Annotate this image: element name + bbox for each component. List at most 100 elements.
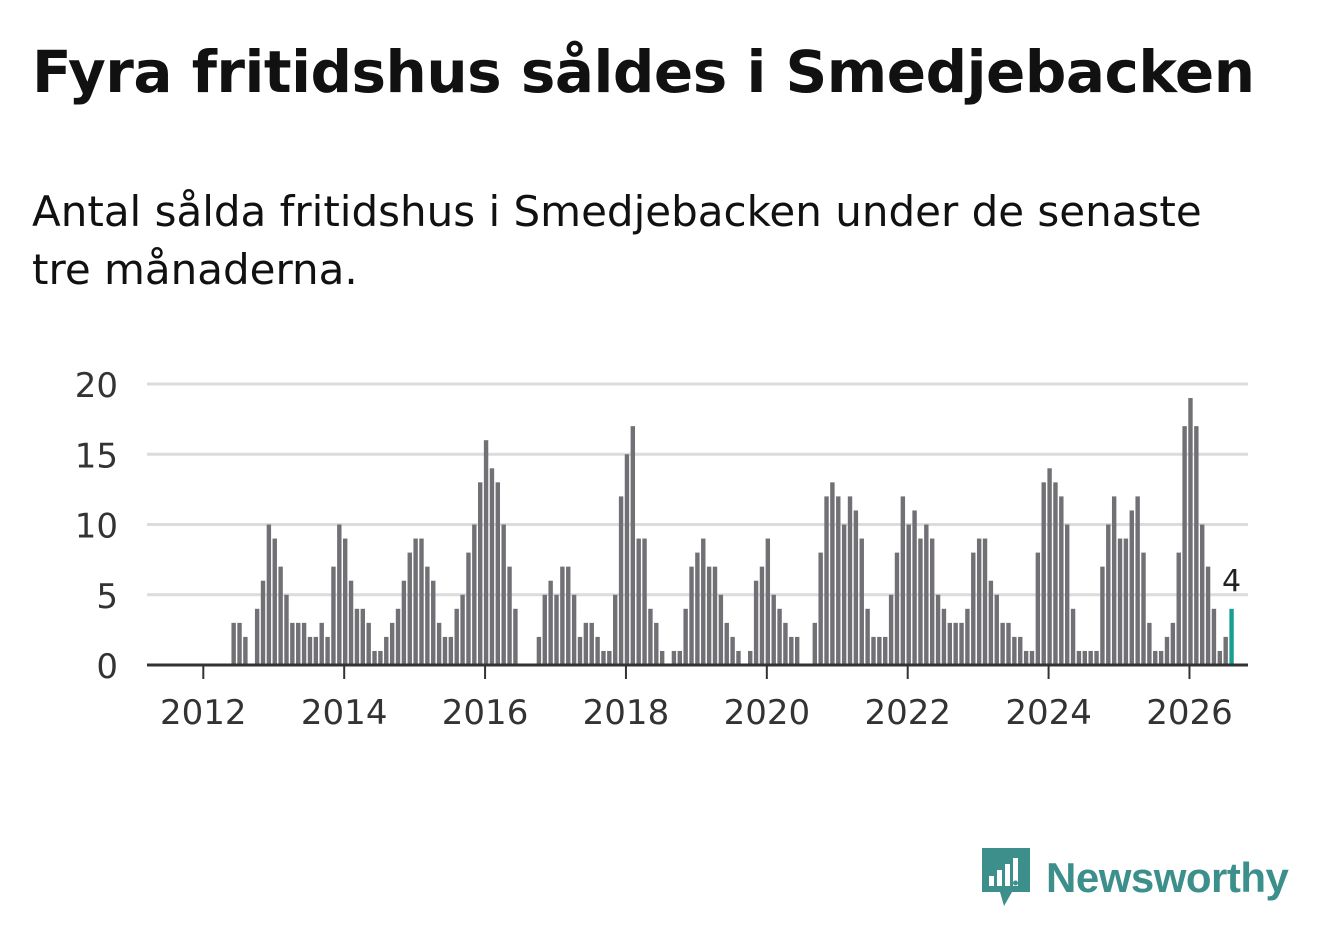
bar — [1176, 552, 1181, 665]
bar — [865, 608, 870, 665]
bar — [431, 580, 436, 665]
bar — [454, 608, 459, 665]
bar — [613, 594, 618, 665]
bar — [671, 650, 677, 665]
bar — [401, 580, 407, 665]
bar — [536, 636, 542, 665]
bar — [1147, 622, 1152, 665]
bar — [1047, 468, 1052, 665]
bar — [888, 594, 894, 665]
bar — [554, 594, 559, 665]
bar — [1141, 552, 1146, 665]
bar — [501, 524, 506, 665]
bar-chart: 0 5 10 15 20 2012 2014 2016 2018 2020 2022 2024 202… — [75, 366, 1248, 733]
brand-name: Newsworthy — [1046, 854, 1289, 901]
bar — [583, 622, 589, 665]
bar — [448, 636, 454, 665]
bar — [877, 636, 882, 665]
bar — [254, 608, 260, 665]
bar — [560, 566, 565, 665]
bar — [959, 622, 964, 665]
bar — [419, 538, 424, 665]
bar — [1035, 552, 1041, 665]
bar — [859, 538, 864, 665]
bar — [1023, 650, 1029, 665]
bar — [413, 538, 418, 665]
bar — [389, 622, 395, 665]
bar — [384, 636, 389, 665]
bar — [1135, 496, 1140, 665]
bar — [1070, 608, 1076, 665]
bar — [601, 650, 606, 665]
bar — [1082, 650, 1088, 665]
bar — [436, 622, 442, 665]
bar — [929, 538, 935, 665]
bar — [683, 608, 688, 665]
x-tick-label: 2018 — [583, 693, 670, 733]
y-tick-label: 20 — [75, 366, 118, 406]
bar — [571, 594, 577, 665]
bar — [395, 608, 401, 665]
bar — [1018, 636, 1023, 665]
bar — [941, 608, 947, 665]
bar — [1100, 566, 1105, 665]
bar — [296, 622, 301, 665]
bar — [1153, 650, 1158, 665]
x-tick-label: 2024 — [1005, 693, 1092, 733]
bar — [771, 594, 776, 665]
bar — [278, 566, 283, 665]
bar — [789, 636, 794, 665]
x-axis: 2012 2014 2016 2018 2020 2022 2024 2026 — [147, 663, 1248, 733]
bar — [830, 482, 835, 665]
bar — [1194, 426, 1199, 665]
bar — [648, 608, 653, 665]
bar — [478, 482, 483, 665]
bar — [290, 622, 295, 665]
bar — [1094, 650, 1099, 665]
bar — [935, 594, 941, 665]
bar — [812, 622, 817, 665]
newsworthy-logo-icon — [982, 848, 1030, 906]
bar — [1123, 538, 1129, 665]
bar — [1000, 622, 1005, 665]
bar — [748, 650, 753, 665]
bar — [1117, 538, 1123, 665]
bar — [730, 636, 735, 665]
bar — [348, 580, 354, 665]
bar — [695, 552, 700, 665]
bar — [712, 566, 718, 665]
bar — [976, 538, 982, 665]
bar — [1012, 636, 1017, 665]
bar — [566, 566, 571, 665]
grid-lines — [147, 382, 1248, 597]
bar — [1088, 650, 1093, 665]
x-tick-label: 2022 — [864, 693, 951, 733]
x-tick-label: 2012 — [160, 693, 247, 733]
bar — [231, 622, 236, 665]
bar — [906, 524, 911, 665]
bar — [607, 650, 612, 665]
bar — [260, 580, 266, 665]
bar — [1053, 482, 1058, 665]
bar — [284, 594, 289, 665]
bar — [912, 510, 917, 665]
bar — [654, 622, 659, 665]
bar — [307, 636, 313, 665]
bar — [366, 622, 371, 665]
bar — [1158, 650, 1164, 665]
bar — [689, 566, 694, 665]
bar — [472, 524, 477, 665]
bar — [841, 524, 847, 665]
x-tick-label: 2014 — [301, 693, 388, 733]
bar — [319, 622, 324, 665]
bar — [1129, 510, 1134, 665]
bar — [1217, 650, 1223, 665]
y-tick-label: 15 — [75, 436, 118, 476]
bar — [272, 538, 277, 665]
bar — [442, 636, 448, 665]
bar — [489, 468, 495, 665]
chart-title: Fyra fritidshus såldes i Smedjebacken — [32, 38, 1255, 106]
bar — [783, 622, 788, 665]
bar — [636, 538, 641, 665]
bar — [1041, 482, 1046, 665]
